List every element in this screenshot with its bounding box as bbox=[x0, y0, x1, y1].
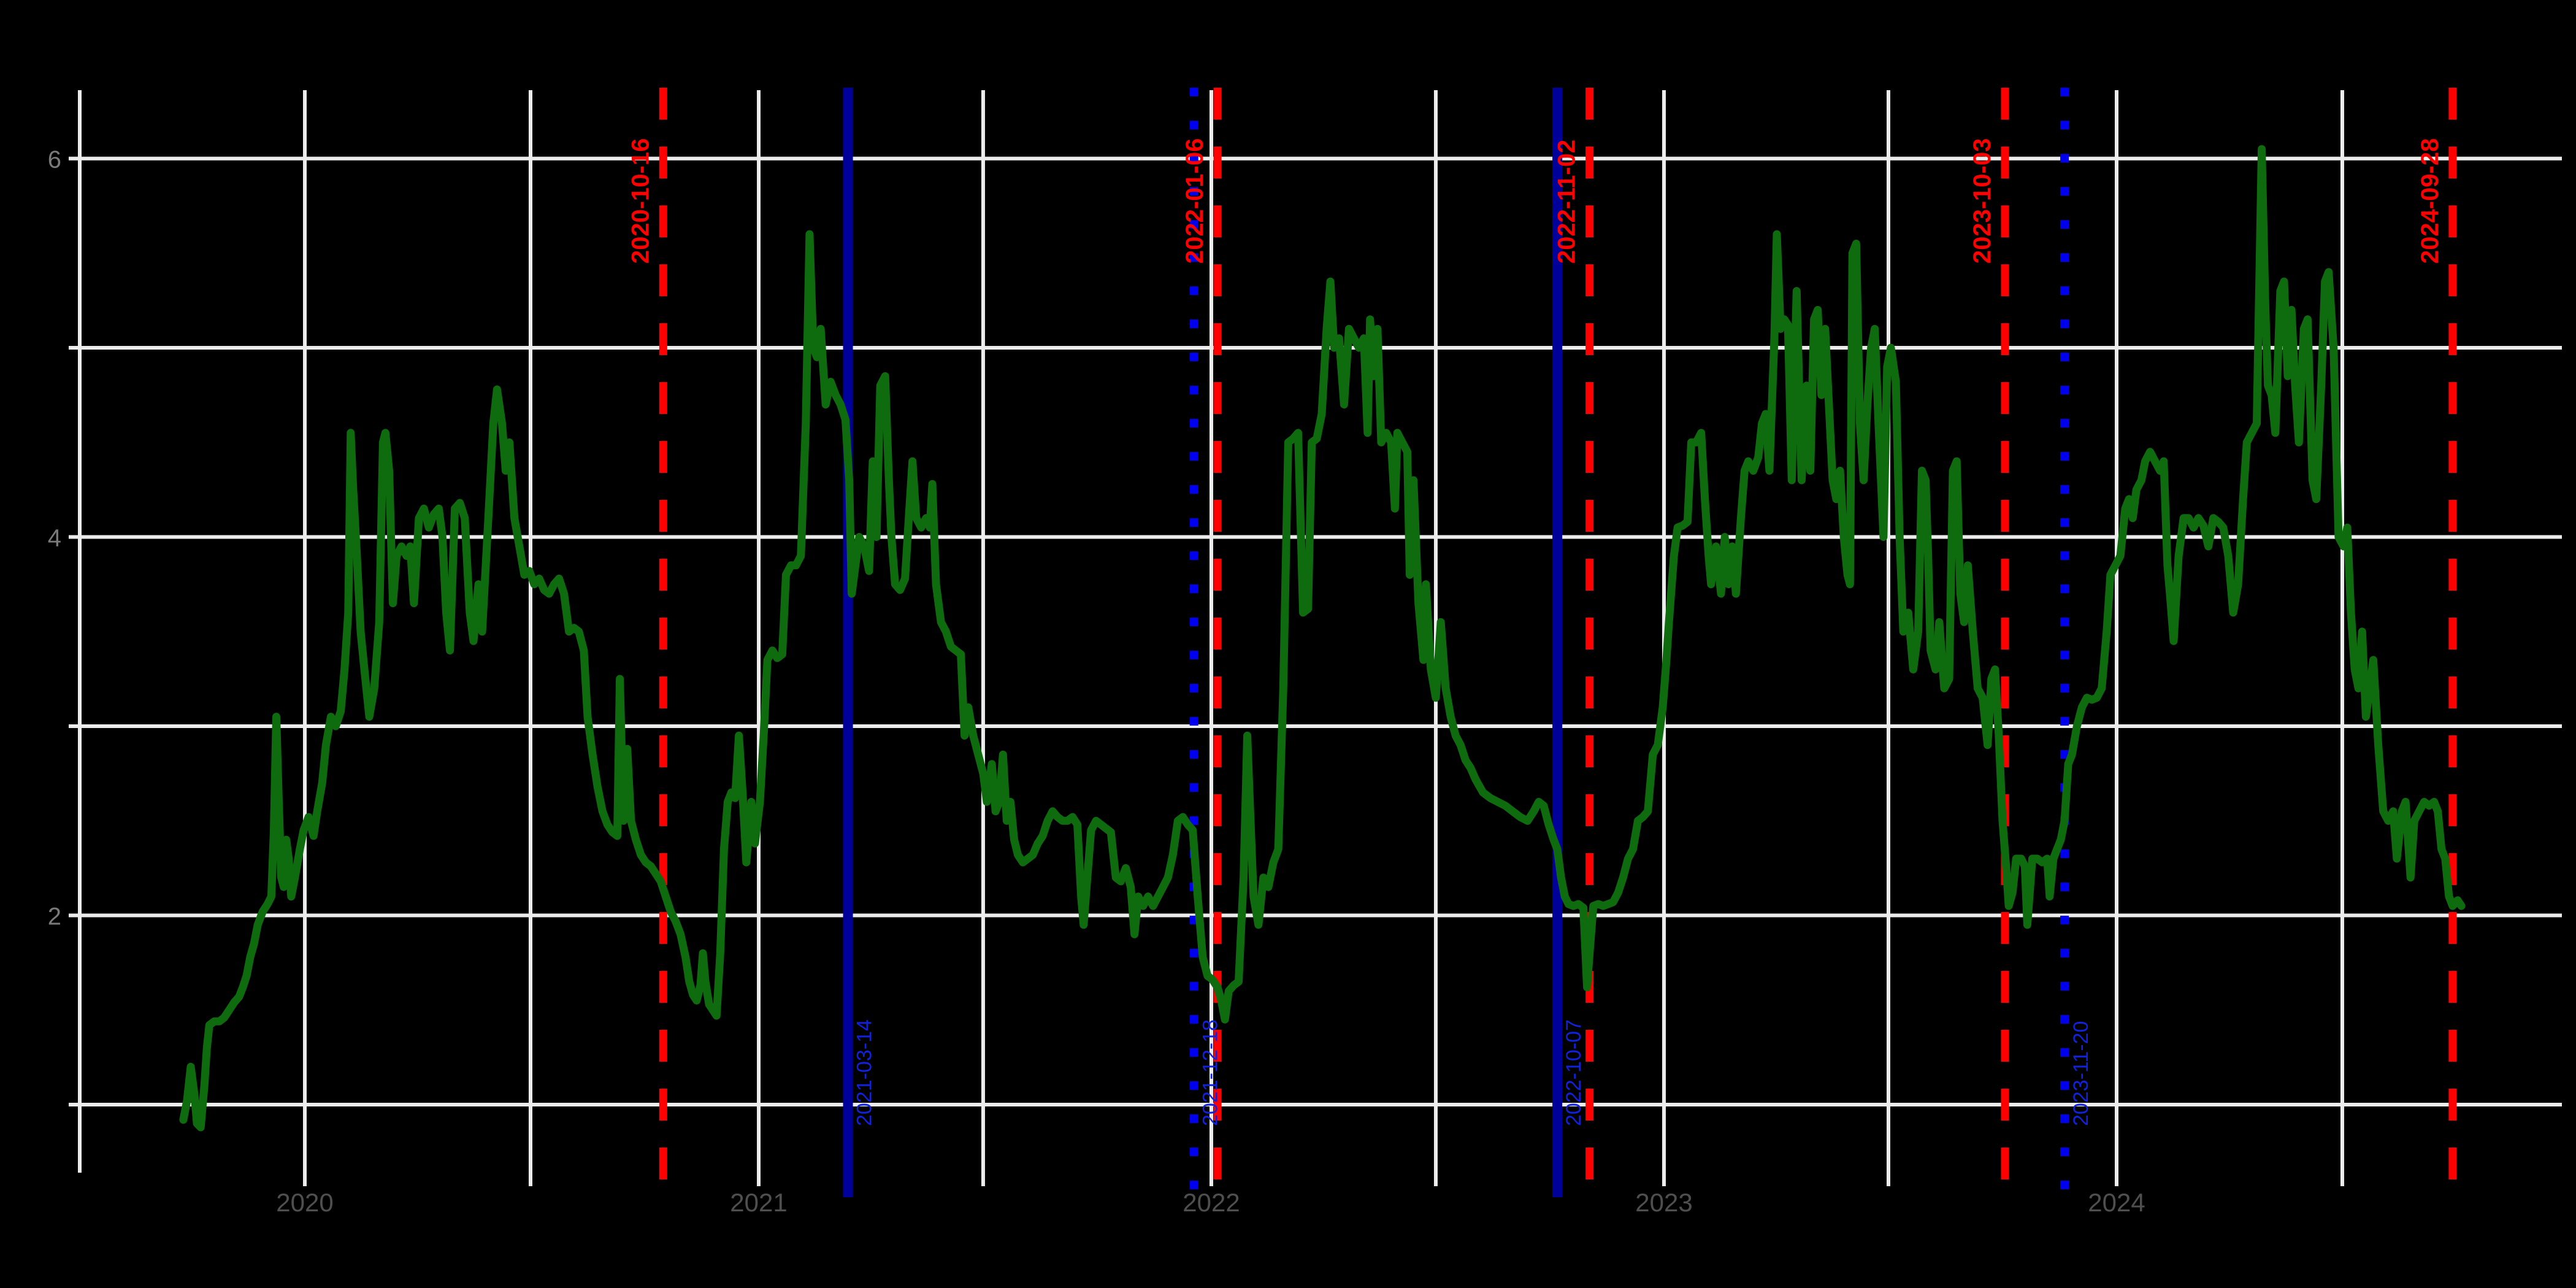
x-tick-label: 2024 bbox=[2088, 1188, 2145, 1217]
x-tick-label: 2022 bbox=[1183, 1188, 1240, 1217]
event-line-label: 2020-10-16 bbox=[627, 138, 654, 264]
event-line-label: 2023-11-20 bbox=[2069, 1021, 2093, 1126]
event-line-label: 2024-09-28 bbox=[2417, 138, 2444, 264]
y-tick-label: 6 bbox=[48, 147, 61, 174]
x-tick-label: 2020 bbox=[276, 1188, 333, 1217]
event-line-label: 2022-11-02 bbox=[1554, 140, 1581, 264]
y-tick-label: 4 bbox=[48, 525, 61, 552]
y-tick-label: 2 bbox=[48, 903, 61, 930]
event-line-label: 2022-01-06 bbox=[1181, 138, 1208, 264]
event-line-label: 2021-03-14 bbox=[853, 1019, 876, 1126]
y-axis bbox=[69, 90, 82, 1173]
green-price-series bbox=[179, 145, 2466, 1132]
x-tick-label: 2023 bbox=[1635, 1188, 1692, 1217]
event-line-label: 2021-12-18 bbox=[1199, 1019, 1222, 1126]
event-line-label: 2023-10-03 bbox=[1969, 138, 1996, 264]
gridlines bbox=[80, 90, 2562, 1186]
event-line-label: 2022-10-07 bbox=[1562, 1019, 1585, 1126]
x-tick-label: 2021 bbox=[730, 1188, 787, 1217]
